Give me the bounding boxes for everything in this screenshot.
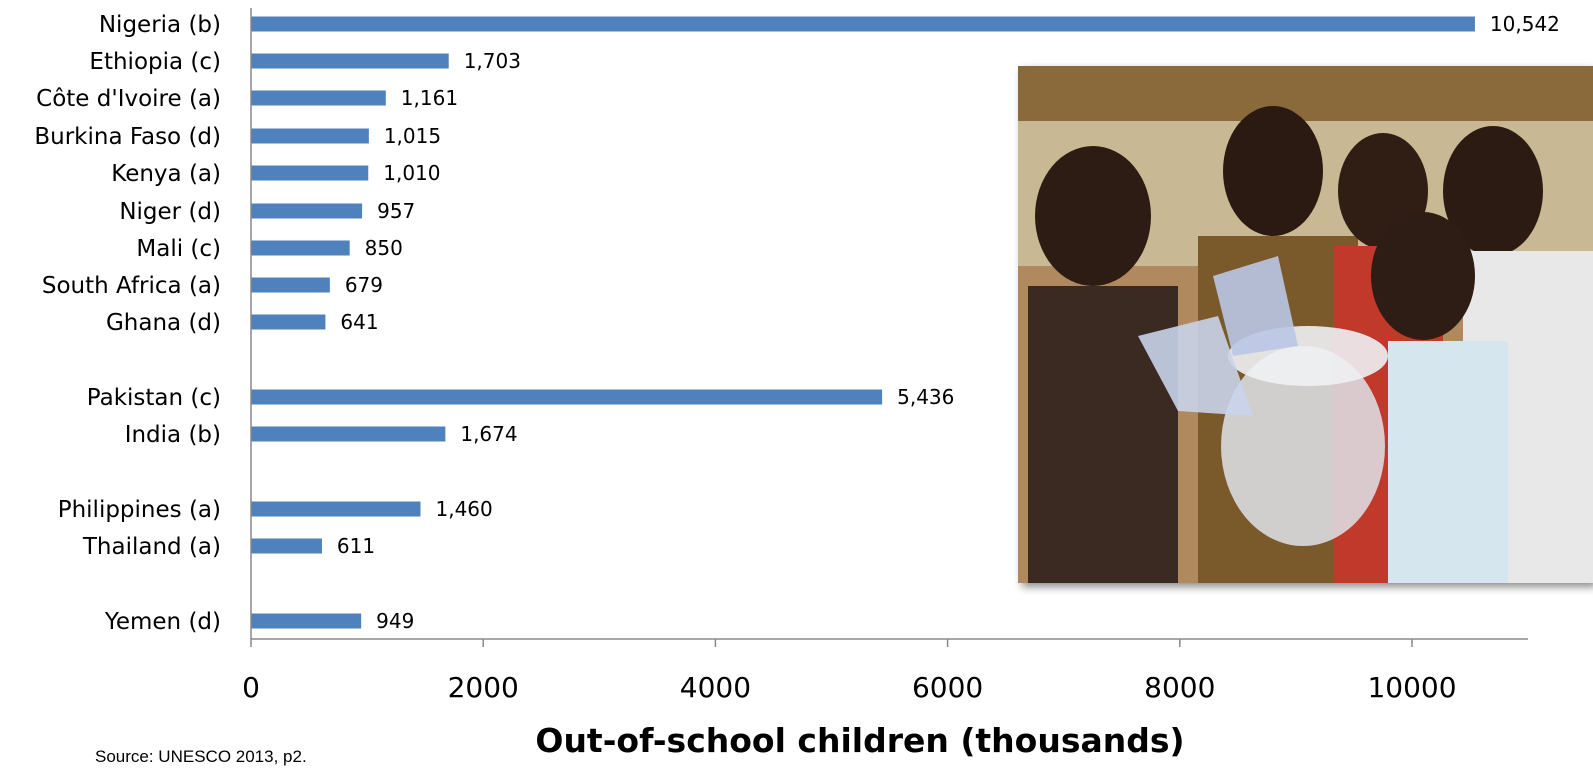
photo-child-head [1035,146,1151,286]
photo-child-body [1028,286,1178,583]
photo-child-body [1388,341,1508,583]
category-labels: Nigeria (b) Ethiopia (c) Côte d'Ivoire (a)… [34,12,221,635]
photo-child-head [1371,212,1475,340]
photo-illustration [1018,66,1593,583]
value-label: 10,542 [1490,12,1560,36]
bar [251,240,350,256]
value-label: 1,010 [383,161,440,185]
category-label: Thailand (a) [82,534,221,560]
photo-water-jug [1221,346,1385,546]
value-label: 611 [337,534,375,558]
category-label: Pakistan (c) [87,385,221,411]
value-label: 679 [345,273,383,297]
x-tick-label: 8000 [1144,671,1215,704]
x-tick-label: 6000 [912,671,983,704]
x-axis-ticks: 0 2000 4000 6000 8000 10000 [242,639,1457,704]
bar [251,277,330,293]
value-label: 957 [377,199,415,223]
children-photo [1018,66,1593,583]
x-tick-label: 10000 [1367,671,1456,704]
category-label: Niger (d) [119,199,221,225]
photo-water-sachets [1138,316,1253,416]
value-label: 1,703 [464,49,521,73]
category-label: Kenya (a) [111,161,221,187]
bar [251,90,386,106]
bar [251,165,369,181]
value-label: 1,161 [401,86,458,110]
category-label: South Africa (a) [42,273,221,299]
photo-child-head [1223,106,1323,236]
category-label: Yemen (d) [104,609,221,635]
photo-child-head [1443,126,1543,256]
x-tick-label: 4000 [680,671,751,704]
bar [251,203,363,219]
value-label: 1,460 [436,497,493,521]
source-note: Source: UNESCO 2013, p2. [95,747,307,766]
bar [251,538,322,554]
category-label: Burkina Faso (d) [34,124,221,150]
x-tick-label: 2000 [448,671,519,704]
value-label: 850 [365,236,403,260]
category-label: Ethiopia (c) [89,49,221,75]
bar [251,389,883,405]
bar [251,128,369,144]
category-label: Philippines (a) [58,497,221,523]
value-label: 1,674 [460,422,517,446]
category-label: Mali (c) [136,236,221,262]
value-label: 5,436 [897,385,954,409]
category-label: Ghana (d) [106,310,221,336]
value-label: 949 [376,609,414,633]
category-label: Nigeria (b) [99,12,221,38]
x-tick-label: 0 [242,671,260,704]
bar [251,16,1475,32]
category-label: Côte d'Ivoire (a) [36,86,221,112]
category-label: India (b) [125,422,221,448]
bar [251,314,326,330]
x-axis-title: Out-of-school children (thousands) [535,721,1184,760]
photo-water-sachets [1213,256,1298,356]
bar [251,613,362,629]
bars-layer [251,16,1475,629]
bar [251,501,421,517]
value-label: 1,015 [384,124,441,148]
bar [251,426,446,442]
bar [251,53,449,69]
value-label: 641 [340,310,378,334]
